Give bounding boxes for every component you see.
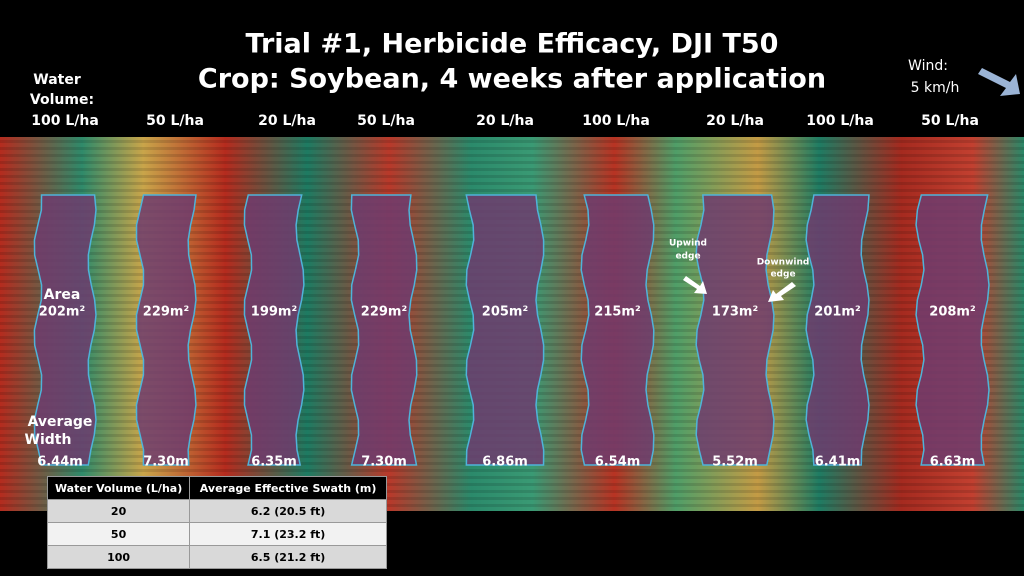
table-cell: 50: [46, 522, 191, 546]
rate-label: 50 L/ha: [146, 113, 204, 129]
width-value: 6.86m: [482, 455, 528, 470]
table-cell: 6.5 (21.2 ft): [189, 545, 387, 569]
area-value: 229m²: [143, 305, 189, 320]
upwind-label: Upwind: [669, 239, 707, 249]
width-value: 7.30m: [361, 455, 407, 470]
wind-arrow: [978, 68, 1020, 96]
sprayed-swath: [915, 194, 990, 466]
table-header: Average Effective Swath (m): [189, 476, 387, 500]
area-value: 205m²: [482, 305, 528, 320]
width-value: 5.52m: [712, 455, 758, 470]
width-value: 6.44m: [37, 455, 83, 470]
rate-label: 20 L/ha: [706, 113, 764, 129]
water-volume-label: Volume:: [30, 92, 94, 108]
width-value: 7.30m: [143, 455, 189, 470]
water-volume-label: Water: [33, 72, 81, 88]
rate-label: 100 L/ha: [31, 113, 99, 129]
rate-label: 100 L/ha: [582, 113, 650, 129]
sprayed-swath: [243, 194, 305, 466]
table-header: Water Volume (L/ha): [46, 476, 191, 500]
wind-speed: 5 km/h: [911, 80, 960, 96]
wind-label: Wind:: [908, 58, 948, 74]
downwind-label: edge: [770, 270, 795, 280]
area-label: Area: [44, 287, 81, 303]
width-value: 6.63m: [930, 455, 976, 470]
area-value: 202m²: [39, 305, 85, 320]
area-value: 208m²: [929, 305, 975, 320]
upwind-arrow: [683, 276, 707, 294]
rate-label: 100 L/ha: [806, 113, 874, 129]
swath-table: Water Volume (L/ha) Average Effective Swa…: [46, 476, 387, 569]
rate-label: 50 L/ha: [921, 113, 979, 129]
area-value: 201m²: [814, 305, 860, 320]
sprayed-swath: [135, 194, 197, 466]
width-value: 6.35m: [251, 455, 297, 470]
sprayed-swath: [465, 194, 545, 466]
width-label: Width: [25, 432, 72, 448]
area-value: 199m²: [251, 305, 297, 320]
sprayed-swath: [33, 194, 97, 466]
area-value: 229m²: [361, 305, 407, 320]
downwind-arrow: [768, 282, 796, 302]
sprayed-swath: [695, 194, 775, 466]
rate-label: 20 L/ha: [258, 113, 316, 129]
area-value: 215m²: [594, 305, 640, 320]
sprayed-swath: [805, 194, 870, 466]
width-label: Average: [28, 414, 93, 430]
table-cell: 20: [46, 499, 191, 523]
table-cell: 7.1 (23.2 ft): [189, 522, 387, 546]
area-value: 173m²: [712, 305, 758, 320]
title: Trial #1, Herbicide Efficacy, DJI T50: [246, 29, 779, 60]
width-value: 6.41m: [815, 455, 861, 470]
sprayed-swath: [580, 194, 655, 466]
table-cell: 100: [46, 545, 191, 569]
sprayed-swath: [350, 194, 418, 466]
rate-label: 20 L/ha: [476, 113, 534, 129]
title: Crop: Soybean, 4 weeks after application: [198, 64, 826, 95]
width-value: 6.54m: [595, 455, 641, 470]
upwind-label: edge: [675, 252, 700, 262]
rate-label: 50 L/ha: [357, 113, 415, 129]
downwind-label: Downwind: [757, 258, 810, 268]
table-cell: 6.2 (20.5 ft): [189, 499, 387, 523]
